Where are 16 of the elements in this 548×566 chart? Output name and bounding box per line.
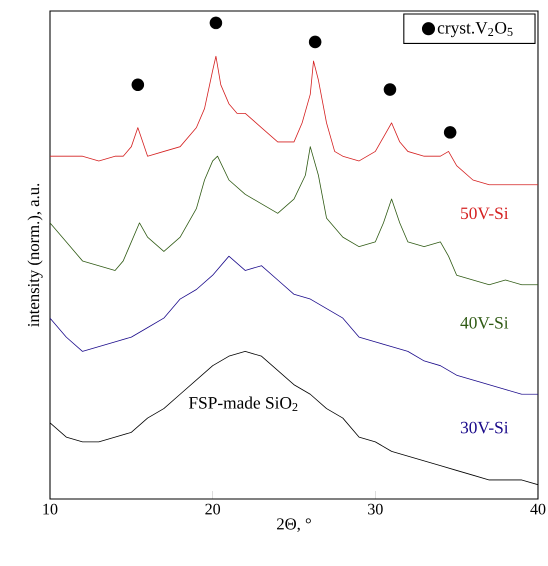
point: [308, 36, 322, 48]
text: 40V-Si: [460, 316, 508, 329]
point: [210, 16, 222, 30]
series-label: FSP-made SiO$_{2}$: [188, 396, 298, 412]
y-axis-title: intensity (norm.), a.u.: [27, 184, 43, 327]
point: [444, 126, 456, 139]
x-tick-label: 20: [205, 504, 220, 514]
point: [384, 83, 396, 96]
x-tick-label: 40: [530, 504, 546, 514]
x-tick-label: 10: [43, 504, 58, 514]
series-label: 50V-Si: [461, 207, 508, 220]
x-tick-label: 30: [368, 504, 383, 514]
legend-label: cryst.V$_{2}$O$_{5}$: [438, 22, 513, 38]
series-label: 30V-Si: [460, 422, 508, 434]
point: [132, 78, 144, 92]
x-axis-title: 2Θ, °: [277, 518, 311, 532]
